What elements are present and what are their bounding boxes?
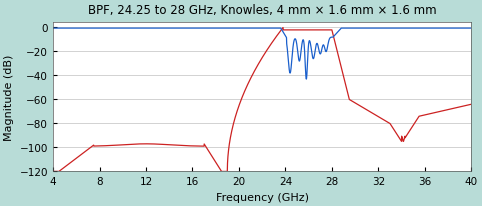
Y-axis label: Magnitude (dB): Magnitude (dB) — [4, 54, 14, 140]
Title: BPF, 24.25 to 28 GHz, Knowles, 4 mm × 1.6 mm × 1.6 mm: BPF, 24.25 to 28 GHz, Knowles, 4 mm × 1.… — [88, 4, 437, 17]
X-axis label: Frequency (GHz): Frequency (GHz) — [215, 192, 308, 202]
